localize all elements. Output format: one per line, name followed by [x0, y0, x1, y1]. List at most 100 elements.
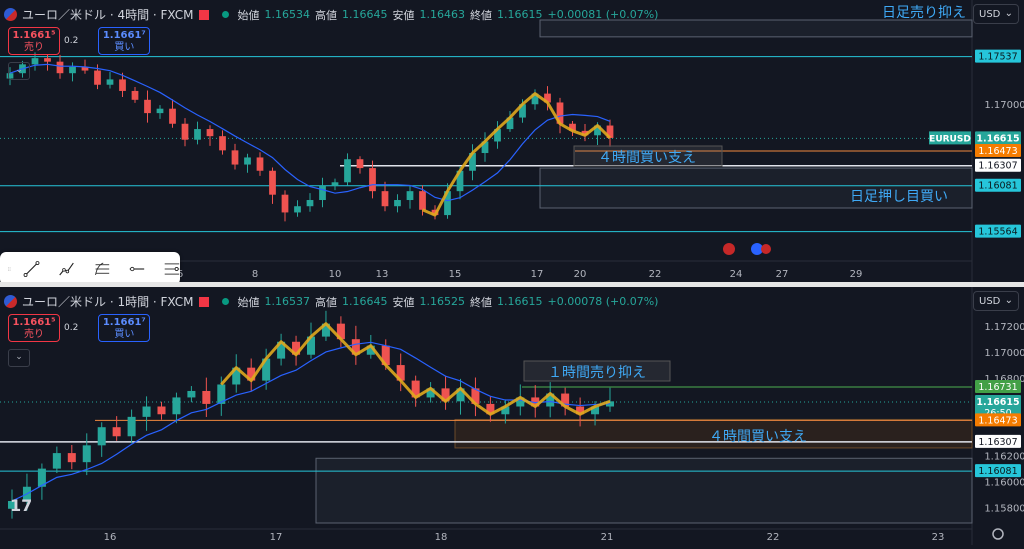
price-label-text: 1.17537: [978, 52, 1017, 63]
pane-divider[interactable]: [0, 282, 1024, 287]
price-label-badge: [975, 143, 1021, 157]
market-status-dot: [221, 298, 229, 305]
chevron-down-icon: ⌄: [1004, 295, 1013, 306]
collapse-button[interactable]: ⌄: [8, 349, 30, 367]
candle-body: [486, 403, 495, 415]
currency-select[interactable]: USD ⌄: [973, 291, 1019, 311]
buy-button[interactable]: 1.1661⁷ 買い: [98, 314, 151, 342]
candle-body: [217, 384, 226, 404]
candle-body: [411, 380, 420, 398]
candle-body: [172, 397, 181, 415]
candle-body: [156, 108, 164, 114]
candle-body: [419, 191, 426, 210]
close-label: 終値: [470, 295, 493, 309]
price-label-badge: [975, 394, 1021, 419]
buy-button[interactable]: 1.1661⁷ 買い: [98, 27, 151, 55]
buy-price: 1.1661⁷: [102, 317, 146, 328]
fib-icon[interactable]: [93, 259, 110, 279]
open-label: 始値: [237, 8, 260, 22]
candle-body: [144, 99, 151, 114]
candle-body: [169, 108, 176, 124]
time-tick-label: 17: [270, 532, 283, 543]
candle-body: [37, 468, 46, 487]
zigzag-line: [220, 322, 611, 416]
trend-line-icon[interactable]: [23, 259, 40, 279]
symbol-title[interactable]: ユーロ／米ドル · 4時間 · FXCM: [22, 8, 194, 22]
price-label-badge: [975, 158, 1021, 172]
candle-body: [119, 79, 126, 91]
candle-body: [292, 341, 301, 355]
time-tick-label: 21: [601, 532, 614, 543]
resistance-zone: [539, 19, 973, 38]
candle-body: [94, 70, 101, 85]
candle-body: [106, 79, 114, 85]
chart-1h-svg[interactable]: １時間売り抑え ４時間買い支え 16 17 18 21 22 23 1.17200 1.17000…: [0, 287, 1024, 545]
sell-price: 1.1661⁵: [12, 30, 56, 41]
change-value: +0.00081 (+0.07%): [547, 8, 659, 21]
candle-body: [69, 67, 76, 74]
parallel-lines-icon[interactable]: [163, 259, 180, 279]
currency-select[interactable]: USD ⌄: [973, 4, 1019, 24]
candle-body: [131, 90, 139, 100]
flag-icon[interactable]: [198, 296, 209, 307]
sell-button[interactable]: 1.1661⁵ 売り: [8, 314, 60, 342]
time-tick-label: 17: [531, 269, 544, 280]
sell-button[interactable]: 1.1661⁵ 売り: [8, 27, 60, 55]
candle-body: [319, 185, 326, 201]
price-label-badge: [975, 379, 1021, 393]
trade-buttons: 1.1661⁵ 売り 0.2 1.1661⁷ 買い: [8, 27, 151, 55]
candle-body: [82, 445, 91, 463]
drag-handle-icon[interactable]: [8, 259, 15, 279]
price-tick-label: 1.17000: [984, 348, 1024, 359]
annotation-box: [573, 145, 723, 167]
moving-average-line: [11, 341, 611, 502]
candle-body: [569, 123, 576, 131]
time-tick-label: 13: [376, 269, 389, 280]
candle-body: [426, 388, 435, 398]
pencil-icon[interactable]: [58, 259, 75, 279]
time-tick-label: 24: [730, 269, 743, 280]
symbol-tag-text: EURUSD: [929, 134, 971, 144]
candle-body: [516, 397, 525, 407]
horizontal-ray-icon[interactable]: [128, 259, 145, 279]
price-label-badge: [975, 49, 1021, 63]
flag-icon[interactable]: [198, 9, 209, 20]
annotation-label: ４時間買い支え: [709, 429, 807, 445]
candle-body: [591, 406, 600, 415]
price-tick-label: 1.15800: [984, 503, 1024, 514]
chart-pane-1h[interactable]: １時間売り抑え ４時間買い支え 16 17 18 21 22 23 1.17200 1.17000…: [0, 287, 1024, 545]
price-label-badge: [975, 224, 1021, 238]
candle-body: [366, 345, 375, 355]
buy-price: 1.1661⁷: [102, 30, 146, 41]
candle-body: [281, 194, 289, 213]
candle-body: [269, 170, 276, 195]
price-label-text: 1.16615: [976, 397, 1019, 408]
time-tick-label: 8: [252, 269, 258, 280]
time-tick-label: 29: [850, 269, 863, 280]
currency-value: USD: [979, 9, 1001, 20]
candle-body: [351, 339, 360, 355]
candle-body: [556, 102, 564, 124]
candle-body: [321, 323, 330, 337]
price-tick-label: 1.16000: [984, 478, 1024, 489]
tradingview-logo-icon[interactable]: 𝟭𝟳: [10, 496, 33, 515]
candle-body: [531, 397, 540, 407]
low-label: 安値: [392, 8, 415, 22]
chart-pane-4h[interactable]: 日足売り抑え ４時間買い支え 日足押し目買い 6 8 10 13 15 17 20 22 24 27 29…: [0, 0, 1024, 282]
event-flag-icon: [723, 243, 735, 255]
symbol-title[interactable]: ユーロ／米ドル · 1時間 · FXCM: [22, 295, 194, 309]
candle-body: [181, 123, 189, 140]
candle-body: [44, 58, 51, 62]
candle-body: [157, 406, 166, 415]
annotation-label: １時間売り抑え: [548, 365, 646, 381]
low-value: 1.16525: [419, 295, 466, 308]
low-value: 1.16463: [419, 8, 466, 21]
candle-body: [544, 93, 551, 103]
candle-body: [344, 159, 351, 183]
candle-body: [471, 388, 480, 404]
collapse-button[interactable]: ⌄: [8, 62, 30, 80]
candle-body: [247, 367, 256, 381]
candle-body: [142, 406, 151, 417]
candle-body: [594, 125, 601, 136]
